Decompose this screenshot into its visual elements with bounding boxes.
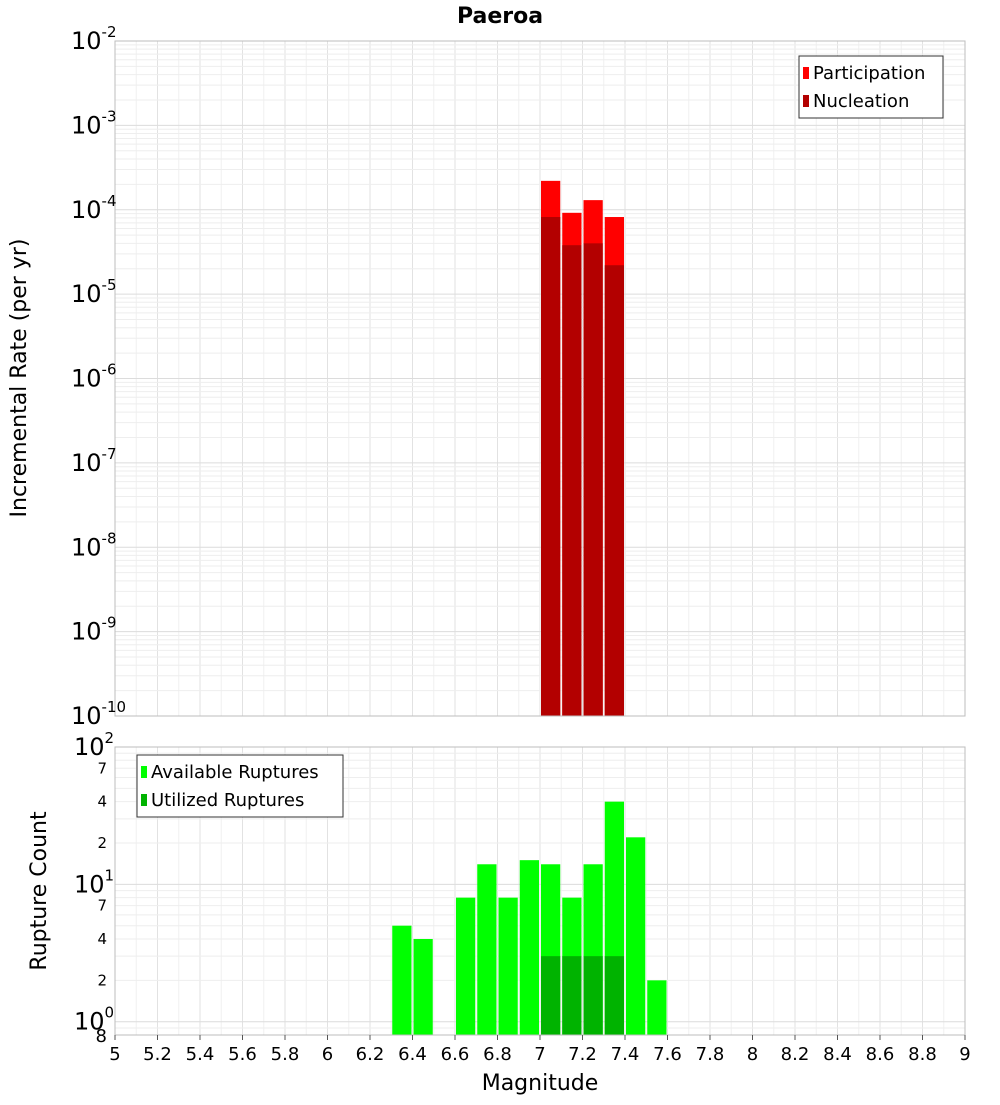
top-y-tick-label: 10-5 [71, 276, 117, 308]
top-y-tick-label: 10-10 [71, 698, 126, 730]
top-y-tick-label: 10-7 [71, 445, 117, 477]
top-y-tick-label: 10-9 [71, 614, 117, 646]
bottom-bar-available-ruptures [626, 837, 646, 1035]
x-tick-label: 5.8 [271, 1044, 300, 1065]
bottom-bar-utilized-ruptures [583, 956, 603, 1035]
x-tick-label: 5.2 [143, 1044, 172, 1065]
x-axis-label: Magnitude [482, 1071, 599, 1096]
top-legend-swatch [803, 95, 809, 107]
x-tick-label: 6.6 [441, 1044, 470, 1065]
top-legend-box [798, 55, 944, 119]
top-y-tick-label: 10-8 [71, 529, 117, 561]
bottom-legend-swatch [141, 766, 147, 778]
top-bar-nucleation [562, 245, 582, 717]
bottom-bar-available-ruptures [519, 860, 539, 1035]
bottom-series-1 [541, 956, 624, 1035]
x-tick-label: 6.4 [398, 1044, 427, 1065]
bottom-bar-available-ruptures [392, 925, 412, 1035]
bottom-legend: Available Ruptures Utilized Ruptures [136, 754, 344, 818]
bottom-y-minor-tick-label: 2 [97, 834, 107, 852]
x-tick-label: 6.2 [356, 1044, 385, 1065]
top-bar-nucleation [583, 243, 603, 717]
top-bar-nucleation [604, 265, 624, 716]
x-tick-label: 6.8 [483, 1044, 512, 1065]
x-tick-label: 8.8 [908, 1044, 937, 1065]
x-tick-label: 8.4 [823, 1044, 852, 1065]
bottom-bar-available-ruptures [413, 939, 433, 1035]
x-tick-label: 7.4 [611, 1044, 640, 1065]
bottom-bar-utilized-ruptures [604, 956, 624, 1035]
top-y-tick-label: 10-4 [71, 192, 117, 224]
bottom-bar-available-ruptures [647, 980, 667, 1035]
bottom-bar-available-ruptures [477, 864, 497, 1035]
top-legend-label: Nucleation [813, 91, 909, 112]
x-tick-label: 8.6 [866, 1044, 895, 1065]
top-series-1 [541, 217, 624, 717]
top-grid [114, 40, 966, 717]
bottom-legend-swatch [141, 794, 147, 806]
top-bar-nucleation [541, 217, 561, 716]
top-y-tick-label: 10-3 [71, 107, 117, 139]
x-tick-label: 7.8 [696, 1044, 725, 1065]
bottom-y-minor-tick-label: 7 [97, 759, 107, 777]
bottom-bar-utilized-ruptures [541, 956, 561, 1035]
bottom-y-tick-label: 101 [74, 866, 114, 898]
x-tick-label: 6 [322, 1044, 333, 1065]
bottom-y-minor-tick-label: 4 [97, 930, 107, 948]
bottom-y-minor-tick-label: 4 [97, 793, 107, 811]
bottom-y-tick-label: 100 [74, 1004, 114, 1036]
top-plot-frame [114, 40, 966, 717]
bottom-legend-label: Available Ruptures [151, 762, 319, 783]
x-tick-label: 7.6 [653, 1044, 682, 1065]
bottom-legend-box [136, 754, 344, 818]
x-tick-label: 5.4 [186, 1044, 215, 1065]
bottom-bar-available-ruptures [456, 897, 476, 1035]
x-tick-label: 5.6 [228, 1044, 257, 1065]
x-tick-label: 8.2 [781, 1044, 810, 1065]
bottom-y-minor-tick-label: 7 [97, 897, 107, 915]
top-y-axis-label: Incremental Rate (per yr) [7, 239, 32, 518]
bottom-legend-label: Utilized Ruptures [151, 790, 304, 811]
x-tick-label: 9 [959, 1044, 970, 1065]
top-legend: Participation Nucleation [798, 55, 944, 119]
top-legend-label: Participation [813, 63, 925, 84]
top-legend-swatch [803, 67, 809, 79]
top-y-tick-label: 10-2 [71, 23, 117, 55]
bottom-bar-utilized-ruptures [562, 956, 582, 1035]
bottom-y-minor-tick-label: 8 [96, 1026, 107, 1047]
bottom-y-minor-tick-label: 2 [97, 971, 107, 989]
bottom-y-tick-label: 102 [74, 729, 114, 761]
bottom-y-axis-label: Rupture Count [27, 811, 52, 971]
bottom-bar-available-ruptures [498, 897, 518, 1035]
x-tick-label: 5 [109, 1044, 120, 1065]
x-tick-label: 8 [747, 1044, 758, 1065]
top-y-tick-label: 10-6 [71, 361, 117, 393]
x-tick-label: 7.2 [568, 1044, 597, 1065]
chart-title: Paeroa [457, 4, 543, 29]
x-tick-label: 7 [534, 1044, 545, 1065]
